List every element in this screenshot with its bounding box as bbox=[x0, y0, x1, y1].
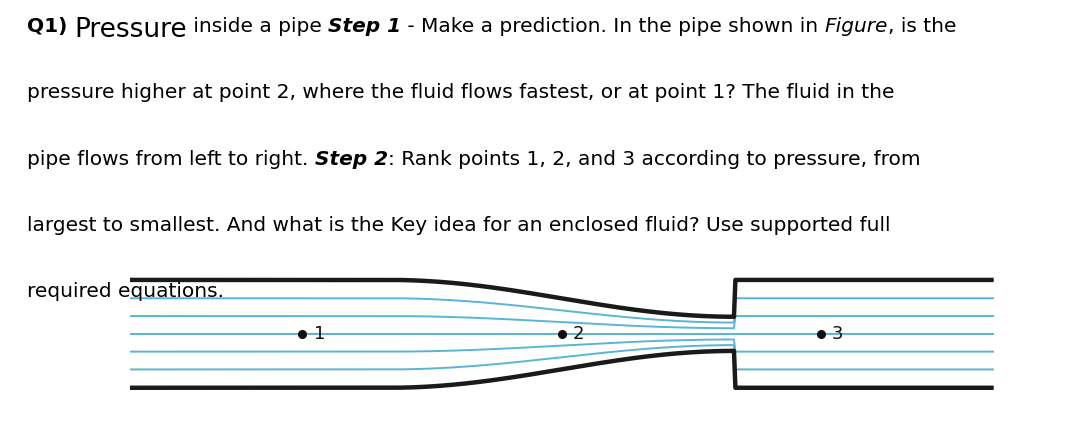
Text: Figure: Figure bbox=[825, 17, 888, 36]
Text: - Make a prediction. In the pipe shown in: - Make a prediction. In the pipe shown i… bbox=[402, 17, 825, 36]
Text: inside a pipe: inside a pipe bbox=[187, 17, 328, 36]
Text: pipe flows from left to right.: pipe flows from left to right. bbox=[27, 150, 314, 169]
Text: Step 1: Step 1 bbox=[328, 17, 402, 36]
Text: 1: 1 bbox=[313, 325, 325, 343]
Text: , is the: , is the bbox=[888, 17, 957, 36]
Text: Step 2: Step 2 bbox=[314, 150, 388, 169]
Text: 2: 2 bbox=[572, 325, 584, 343]
Text: Q1): Q1) bbox=[27, 17, 75, 36]
Text: : Rank points 1, 2, and 3 according to pressure, from: : Rank points 1, 2, and 3 according to p… bbox=[388, 150, 920, 169]
Text: largest to smallest. And what is the Key idea for an enclosed fluid? Use support: largest to smallest. And what is the Key… bbox=[27, 216, 891, 235]
Text: required equations.: required equations. bbox=[27, 282, 224, 301]
Text: Pressure: Pressure bbox=[75, 17, 187, 43]
Text: 3: 3 bbox=[832, 325, 843, 343]
Text: pressure higher at point 2, where the fluid flows fastest, or at point 1? The fl: pressure higher at point 2, where the fl… bbox=[27, 83, 894, 102]
